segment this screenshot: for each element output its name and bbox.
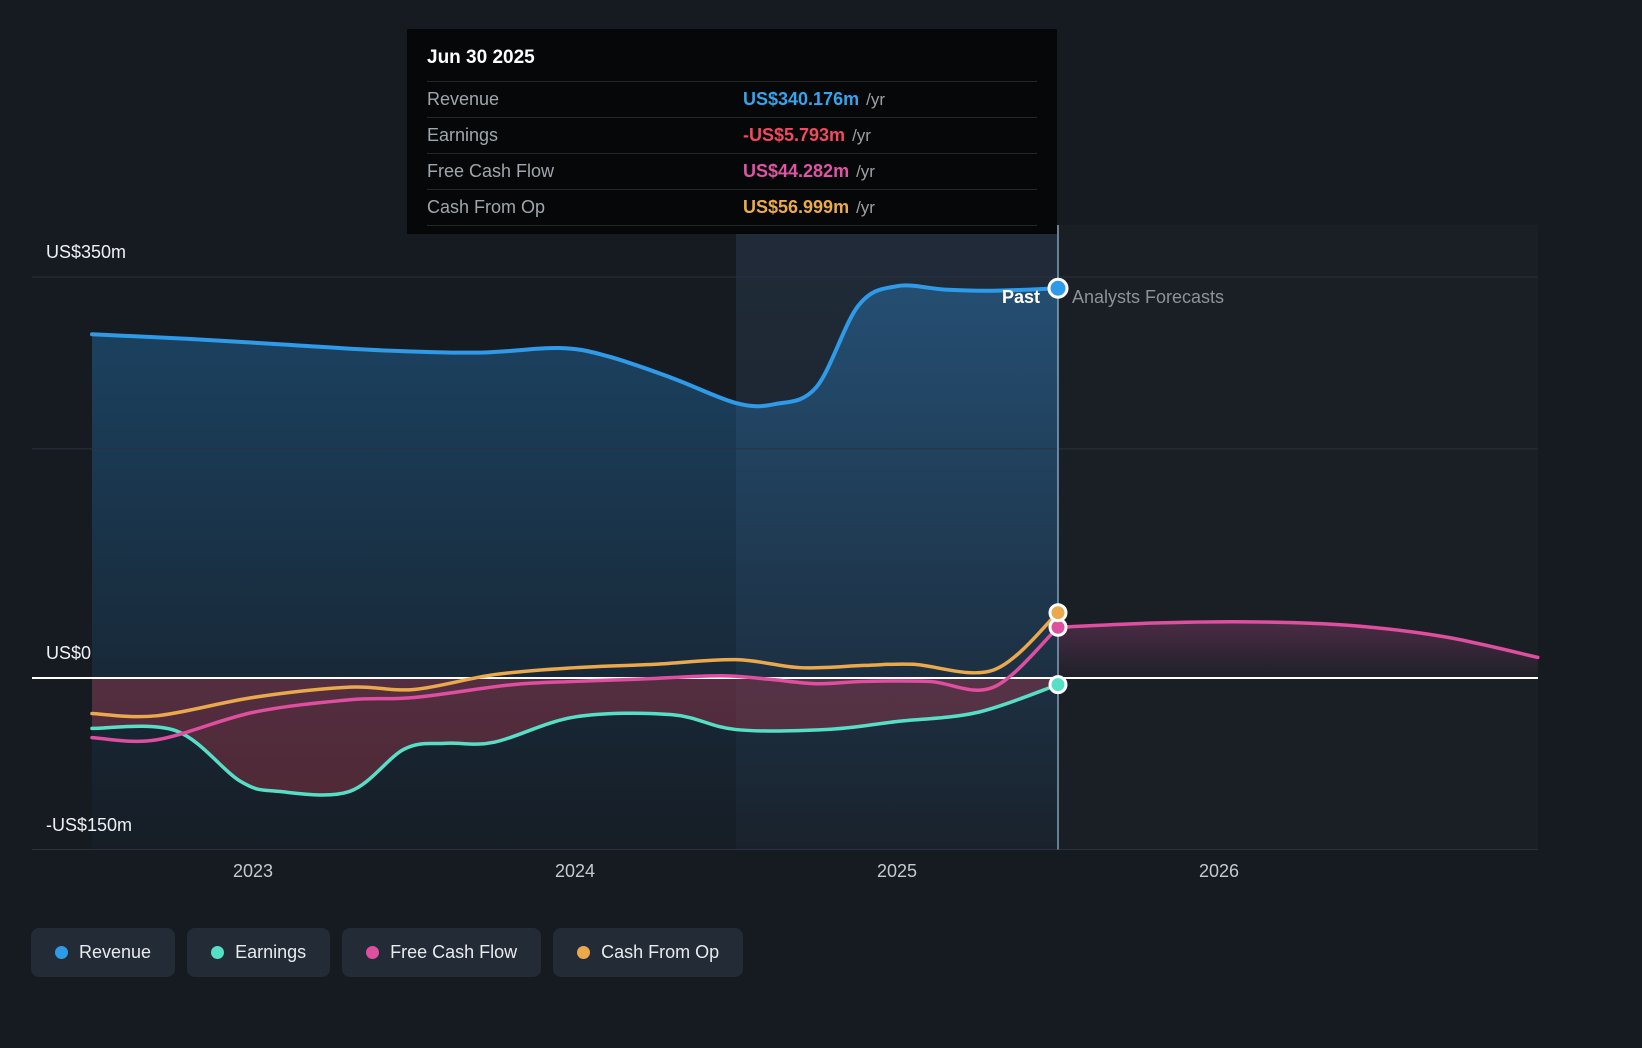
tooltip-suffix: /yr xyxy=(856,198,875,217)
tooltip-value: US$56.999m xyxy=(743,197,850,217)
tooltip-value: US$340.176m xyxy=(743,89,860,109)
legend-item-free-cash-flow[interactable]: Free Cash Flow xyxy=(342,928,542,977)
legend-item-cash-from-op[interactable]: Cash From Op xyxy=(553,928,744,977)
legend-item-earnings[interactable]: Earnings xyxy=(187,928,331,977)
revenue-dot-icon xyxy=(55,946,68,959)
x-axis-label-2024: 2024 xyxy=(554,861,596,881)
cash-from-op-dot-icon xyxy=(577,946,591,959)
tooltip-value: US$44.282m xyxy=(743,161,850,181)
tooltip-label: Cash From Op xyxy=(427,197,546,217)
tooltip-value: -US$5.793m xyxy=(743,125,846,145)
x-axis-label-2026: 2026 xyxy=(1198,861,1240,881)
tooltip-row-earnings: Earnings -US$5.793m /yr xyxy=(427,117,1037,153)
tooltip-row-revenue: Revenue US$340.176m /yr xyxy=(427,81,1037,117)
y-axis-label-0: US$0 xyxy=(46,643,92,663)
tooltip-date: Jun 30 2025 xyxy=(427,47,535,68)
tooltip-row-free-cash-flow: Free Cash Flow US$44.282m /yr xyxy=(427,153,1037,189)
analysts-forecasts-label: Analysts Forecasts xyxy=(1072,287,1225,307)
tooltip-suffix: /yr xyxy=(856,162,875,181)
y-axis-label-350m: US$350m xyxy=(46,242,127,262)
x-axis-label-2025: 2025 xyxy=(876,861,918,881)
tooltip-suffix: /yr xyxy=(866,90,885,109)
tooltip-label: Free Cash Flow xyxy=(427,161,555,181)
x-axis-label-2023: 2023 xyxy=(232,861,274,881)
tooltip-row-cash-from-op: Cash From Op US$56.999m /yr xyxy=(427,189,1037,226)
tooltip-label: Earnings xyxy=(427,125,499,145)
legend-label: Earnings xyxy=(235,942,307,962)
legend-item-revenue[interactable]: Revenue xyxy=(31,928,176,977)
tooltip-label: Revenue xyxy=(427,89,500,109)
chart-tooltip: Jun 30 2025 Revenue US$340.176m /yr Earn… xyxy=(407,29,1057,234)
chart-legend: Revenue Earnings Free Cash Flow Cash Fro… xyxy=(31,928,744,977)
legend-label: Free Cash Flow xyxy=(390,942,518,962)
legend-label: Cash From Op xyxy=(601,942,720,962)
earnings-dot-icon xyxy=(211,946,225,959)
past-region-label: Past xyxy=(1001,287,1040,307)
free-cash-flow-dot-icon xyxy=(366,946,380,959)
y-axis-label-neg150m: -US$150m xyxy=(46,815,133,835)
legend-label: Revenue xyxy=(79,942,152,962)
tooltip-suffix: /yr xyxy=(852,126,871,145)
